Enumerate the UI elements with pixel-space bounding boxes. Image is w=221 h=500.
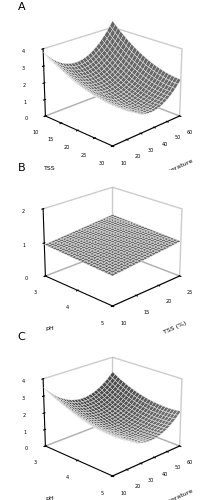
X-axis label: TSS (%): TSS (%) [163, 321, 187, 336]
Text: C: C [17, 332, 25, 342]
Y-axis label: pH: pH [46, 326, 54, 330]
X-axis label: Temperature: Temperature [156, 488, 194, 500]
Text: A: A [17, 2, 25, 12]
Y-axis label: TSS: TSS [44, 166, 56, 170]
X-axis label: Temperature: Temperature [156, 158, 194, 178]
Y-axis label: pH: pH [46, 496, 54, 500]
Text: B: B [17, 162, 25, 172]
